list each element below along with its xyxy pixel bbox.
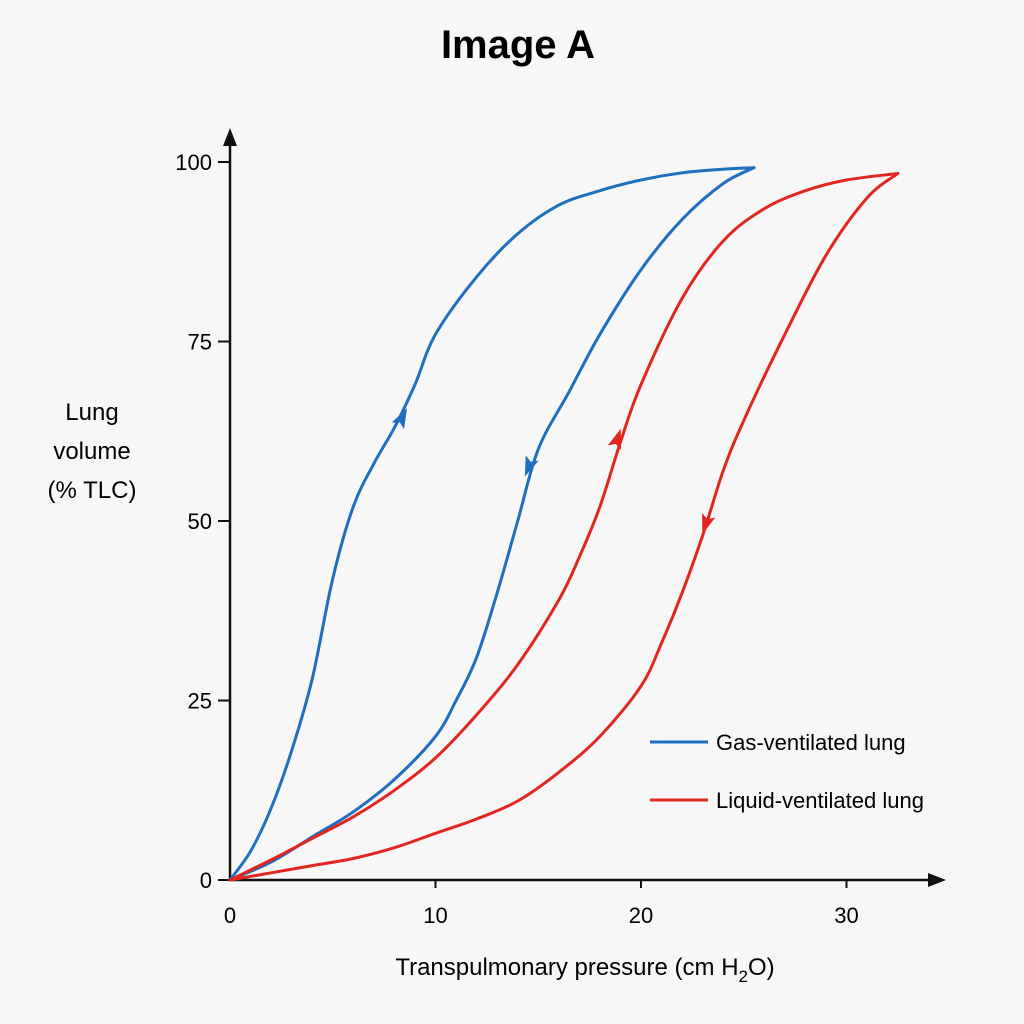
x-axis-label-subscript: 2 (739, 967, 748, 986)
series-liquid-ventilated-arrow-down (702, 513, 716, 535)
y-axis-label: Lung volume (% TLC) (48, 399, 137, 504)
y-axis-label-line-1: Lung (65, 399, 118, 426)
x-tick-label: 30 (834, 903, 858, 928)
y-tick-label: 50 (188, 509, 212, 534)
y-tick-label: 25 (188, 689, 212, 714)
y-tick-label: 100 (175, 150, 212, 175)
x-axis-arrowhead (928, 873, 946, 887)
y-ticks: 0 25 50 75 100 (175, 150, 230, 893)
series-liquid-ventilated-arrow-up (607, 428, 622, 450)
x-axis-label-end: O) (748, 954, 775, 981)
y-axis-label-line-3: (% TLC) (48, 477, 137, 504)
legend-label-gas-ventilated: Gas-ventilated lung (716, 730, 906, 755)
x-tick-label: 10 (423, 903, 447, 928)
x-tick-label: 0 (224, 903, 236, 928)
axes (223, 128, 946, 887)
x-axis-label-main: Transpulmonary pressure (cm H (395, 954, 738, 981)
y-tick-label: 0 (200, 868, 212, 893)
x-ticks: 0 10 20 30 (224, 880, 859, 928)
series-liquid-ventilated-inflation-line (228, 172, 900, 882)
y-axis-arrowhead (223, 128, 237, 146)
y-axis-label-line-2: volume (53, 438, 130, 465)
series-gas-ventilated-deflation-line (228, 166, 756, 882)
x-axis-label: Transpulmonary pressure (cm H2O) (395, 954, 774, 986)
chart-title: Image A (441, 23, 595, 67)
y-tick-label: 75 (188, 330, 212, 355)
series-gas-ventilated-inflation-line (228, 166, 756, 882)
x-tick-label: 20 (629, 903, 653, 928)
legend-label-liquid-ventilated: Liquid-ventilated lung (716, 788, 924, 813)
series-gas-ventilated-arrow-up (391, 408, 408, 430)
series-gas-ventilated-arrow-down (524, 455, 539, 477)
series-liquid-ventilated-deflation-line (228, 172, 900, 882)
series-layer (228, 166, 900, 882)
legend: Gas-ventilated lung Liquid-ventilated lu… (650, 730, 924, 813)
